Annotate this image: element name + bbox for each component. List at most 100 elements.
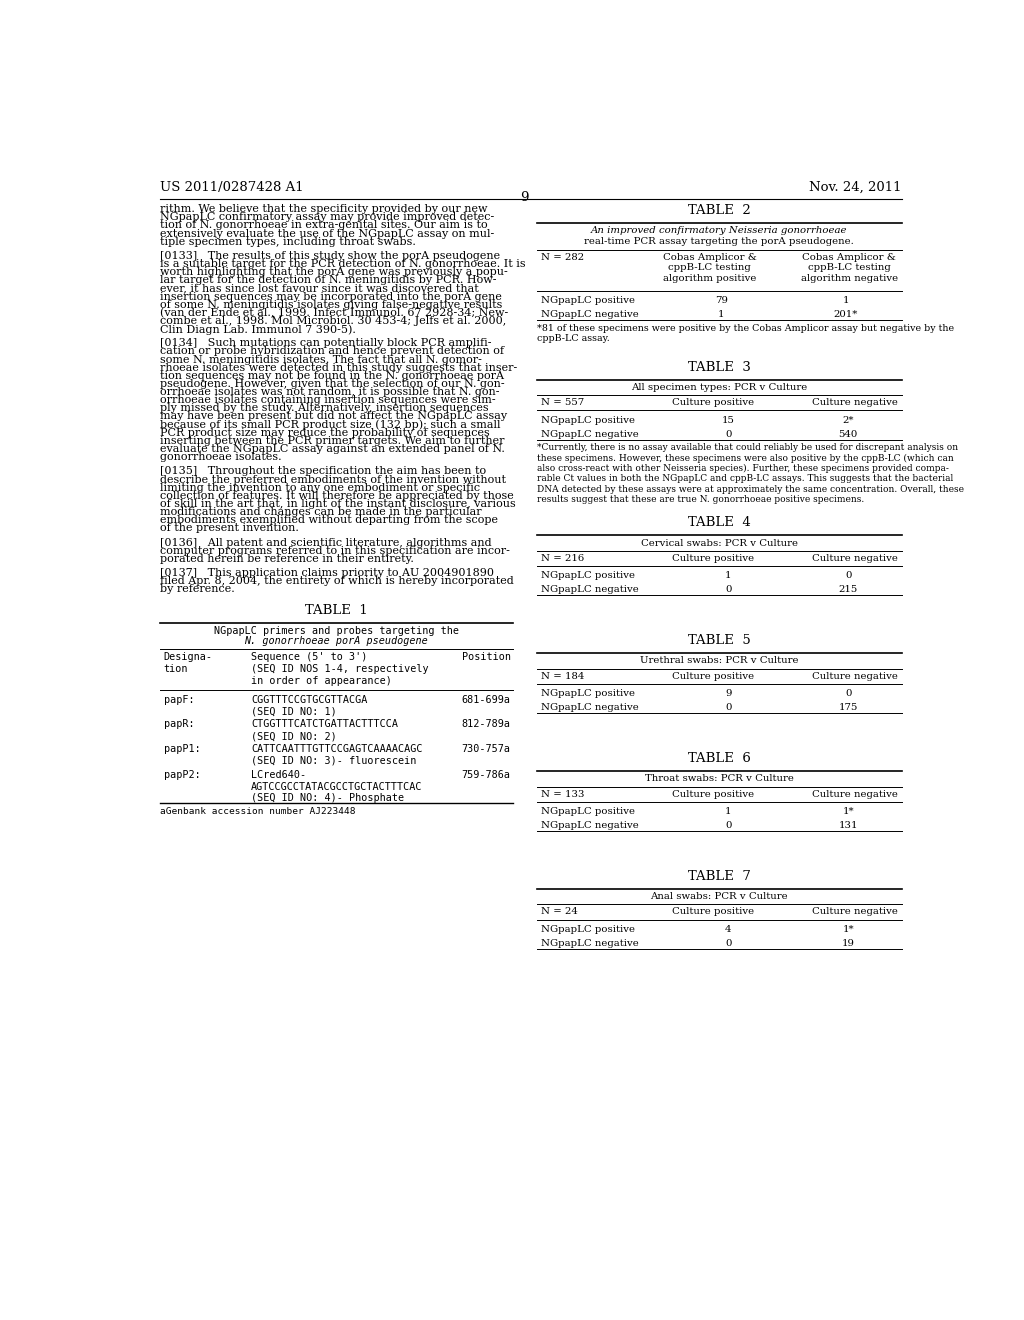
Text: Position: Position <box>462 652 511 663</box>
Text: TABLE  4: TABLE 4 <box>688 516 751 529</box>
Text: CTGGTTTCATCTGATTACTTTCCA
(SEQ ID NO: 2): CTGGTTTCATCTGATTACTTTCCA (SEQ ID NO: 2) <box>251 719 398 741</box>
Text: of the present invention.: of the present invention. <box>160 523 299 533</box>
Text: 201*: 201* <box>834 310 858 319</box>
Text: gonorrhoeae isolates.: gonorrhoeae isolates. <box>160 453 282 462</box>
Text: TABLE  5: TABLE 5 <box>688 634 751 647</box>
Text: 1: 1 <box>725 807 731 816</box>
Text: CATTCAATTTGTTCCGAGTCAAAACAGC
(SEQ ID NO: 3)- fluorescein: CATTCAATTTGTTCCGAGTCAAAACAGC (SEQ ID NO:… <box>251 744 423 766</box>
Text: Culture positive: Culture positive <box>672 789 754 799</box>
Text: NGpapLC confirmatory assay may provide improved detec-: NGpapLC confirmatory assay may provide i… <box>160 213 494 222</box>
Text: 15: 15 <box>722 416 734 425</box>
Text: papP2:: papP2: <box>164 771 201 780</box>
Text: NGpapLC negative: NGpapLC negative <box>541 310 638 319</box>
Text: Culture positive: Culture positive <box>672 672 754 681</box>
Text: modifications and changes can be made in the particular: modifications and changes can be made in… <box>160 507 481 517</box>
Text: collection of features. It will therefore be appreciated by those: collection of features. It will therefor… <box>160 491 513 500</box>
Text: rhoeae isolates were detected in this study suggests that inser-: rhoeae isolates were detected in this st… <box>160 363 517 372</box>
Text: embodiments exemplified without departing from the scope: embodiments exemplified without departin… <box>160 515 498 525</box>
Text: 175: 175 <box>839 704 858 713</box>
Text: 19: 19 <box>842 939 854 948</box>
Text: 730-757a: 730-757a <box>462 744 511 754</box>
Text: may have been present but did not affect the NGpapLC assay: may have been present but did not affect… <box>160 412 507 421</box>
Text: 540: 540 <box>839 430 858 438</box>
Text: combe et al., 1998. Mol Microbiol. 30 453-4; Jelfs et al. 2000,: combe et al., 1998. Mol Microbiol. 30 45… <box>160 315 506 326</box>
Text: 2*: 2* <box>843 416 854 425</box>
Text: NGpapLC primers and probes targeting the: NGpapLC primers and probes targeting the <box>214 626 459 636</box>
Text: LCred640-
AGTCCGCCTATACGCCTGCTACTTTCAC
(SEQ ID NO: 4)- Phosphate: LCred640- AGTCCGCCTATACGCCTGCTACTTTCAC (… <box>251 771 423 804</box>
Text: N = 282: N = 282 <box>541 253 584 261</box>
Text: [0135]   Throughout the specification the aim has been to: [0135] Throughout the specification the … <box>160 466 485 477</box>
Text: 79: 79 <box>715 296 728 305</box>
Text: NGpapLC negative: NGpapLC negative <box>541 430 638 438</box>
Text: describe the preferred embodiments of the invention without: describe the preferred embodiments of th… <box>160 474 506 484</box>
Text: TABLE  2: TABLE 2 <box>688 205 751 216</box>
Text: pseudogene. However, given that the selection of our N. gon-: pseudogene. However, given that the sele… <box>160 379 505 389</box>
Text: tion of N. gonorrhoeae in extra-genital sites. Our aim is to: tion of N. gonorrhoeae in extra-genital … <box>160 220 487 231</box>
Text: TABLE  7: TABLE 7 <box>688 870 751 883</box>
Text: An improved confirmatory Neisseria gonorrhoeae: An improved confirmatory Neisseria gonor… <box>591 227 848 235</box>
Text: 1: 1 <box>843 296 849 305</box>
Text: NGpapLC positive: NGpapLC positive <box>541 416 635 425</box>
Text: Nov. 24, 2011: Nov. 24, 2011 <box>809 181 902 194</box>
Text: orrhoeae isolates containing insertion sequences were sim-: orrhoeae isolates containing insertion s… <box>160 395 496 405</box>
Text: NGpapLC positive: NGpapLC positive <box>541 807 635 816</box>
Text: TABLE  3: TABLE 3 <box>688 360 751 374</box>
Text: papP1:: papP1: <box>164 744 201 754</box>
Text: N = 24: N = 24 <box>541 907 578 916</box>
Text: orrhoeae isolates was not random, it is possible that N. gon-: orrhoeae isolates was not random, it is … <box>160 387 500 397</box>
Text: cation or probe hybridization and hence prevent detection of: cation or probe hybridization and hence … <box>160 346 504 356</box>
Text: [0134]   Such mutations can potentially block PCR amplifi-: [0134] Such mutations can potentially bl… <box>160 338 492 348</box>
Text: is a suitable target for the PCR detection of N. gonorrhoeae. It is: is a suitable target for the PCR detecti… <box>160 259 525 269</box>
Text: Culture positive: Culture positive <box>672 907 754 916</box>
Text: Culture positive: Culture positive <box>672 399 754 408</box>
Text: 9: 9 <box>520 191 529 203</box>
Text: N. gonorrhoeae porA pseudogene: N. gonorrhoeae porA pseudogene <box>245 636 428 645</box>
Text: NGpapLC negative: NGpapLC negative <box>541 704 638 713</box>
Text: NGpapLC positive: NGpapLC positive <box>541 689 635 698</box>
Text: US 2011/0287428 A1: US 2011/0287428 A1 <box>160 181 303 194</box>
Text: Culture negative: Culture negative <box>812 672 898 681</box>
Text: [0133]   The results of this study show the porA pseudogene: [0133] The results of this study show th… <box>160 251 500 261</box>
Text: 1: 1 <box>725 572 731 579</box>
Text: *81 of these specimens were positive by the Cobas Amplicor assay but negative by: *81 of these specimens were positive by … <box>537 325 953 343</box>
Text: Cobas Amplicor &
cppB-LC testing
algorithm negative: Cobas Amplicor & cppB-LC testing algorit… <box>801 253 898 282</box>
Text: Culture negative: Culture negative <box>812 399 898 408</box>
Text: NGpapLC positive: NGpapLC positive <box>541 925 635 933</box>
Text: 0: 0 <box>845 689 851 698</box>
Text: filed Apr. 8, 2004, the entirety of which is hereby incorporated: filed Apr. 8, 2004, the entirety of whic… <box>160 576 513 586</box>
Text: Throat swabs: PCR v Culture: Throat swabs: PCR v Culture <box>645 775 794 783</box>
Text: NGpapLC negative: NGpapLC negative <box>541 585 638 594</box>
Text: CGGTTTCCGTGCGTTACGA
(SEQ ID NO: 1): CGGTTTCCGTGCGTTACGA (SEQ ID NO: 1) <box>251 696 368 717</box>
Text: papF:: papF: <box>164 696 195 705</box>
Text: extensively evaluate the use of the NGpapLC assay on mul-: extensively evaluate the use of the NGpa… <box>160 228 494 239</box>
Text: real-time PCR assay targeting the porA pseudogene.: real-time PCR assay targeting the porA p… <box>585 236 854 246</box>
Text: Sequence (5' to 3')
(SEQ ID NOS 1-4, respectively
in order of appearance): Sequence (5' to 3') (SEQ ID NOS 1-4, res… <box>251 652 429 685</box>
Text: 812-789a: 812-789a <box>462 719 511 730</box>
Text: 0: 0 <box>725 939 731 948</box>
Text: tiple specimen types, including throat swabs.: tiple specimen types, including throat s… <box>160 236 416 247</box>
Text: Urethral swabs: PCR v Culture: Urethral swabs: PCR v Culture <box>640 656 799 665</box>
Text: 1*: 1* <box>843 925 854 933</box>
Text: inserting between the PCR primer targets. We aim to further: inserting between the PCR primer targets… <box>160 436 504 446</box>
Text: N = 557: N = 557 <box>541 399 584 408</box>
Text: [0137]   This application claims priority to AU 2004901890: [0137] This application claims priority … <box>160 568 494 578</box>
Text: All specimen types: PCR v Culture: All specimen types: PCR v Culture <box>631 383 807 392</box>
Text: evaluate the NGpapLC assay against an extended panel of N.: evaluate the NGpapLC assay against an ex… <box>160 444 505 454</box>
Text: TABLE  1: TABLE 1 <box>305 603 368 616</box>
Text: computer programs referred to in this specification are incor-: computer programs referred to in this sp… <box>160 545 510 556</box>
Text: PCR product size may reduce the probability of sequences: PCR product size may reduce the probabil… <box>160 428 489 438</box>
Text: ply missed by the study. Alternatively, insertion sequences: ply missed by the study. Alternatively, … <box>160 404 488 413</box>
Text: Clin Diagn Lab. Immunol 7 390-5).: Clin Diagn Lab. Immunol 7 390-5). <box>160 325 355 335</box>
Text: Culture negative: Culture negative <box>812 789 898 799</box>
Text: Cervical swabs: PCR v Culture: Cervical swabs: PCR v Culture <box>641 539 798 548</box>
Text: 9: 9 <box>725 689 731 698</box>
Text: tion sequences may not be found in the N. gonorrhoeae porA: tion sequences may not be found in the N… <box>160 371 504 381</box>
Text: Designa-
tion: Designa- tion <box>164 652 213 675</box>
Text: ever, it has since lost favour since it was discovered that: ever, it has since lost favour since it … <box>160 284 478 293</box>
Text: NGpapLC negative: NGpapLC negative <box>541 939 638 948</box>
Text: rithm. We believe that the specificity provided by our new: rithm. We believe that the specificity p… <box>160 205 487 214</box>
Text: N = 216: N = 216 <box>541 554 584 562</box>
Text: 0: 0 <box>725 704 731 713</box>
Text: because of its small PCR product size (132 bp); such a small: because of its small PCR product size (1… <box>160 420 501 430</box>
Text: limiting the invention to any one embodiment or specific: limiting the invention to any one embodi… <box>160 483 480 492</box>
